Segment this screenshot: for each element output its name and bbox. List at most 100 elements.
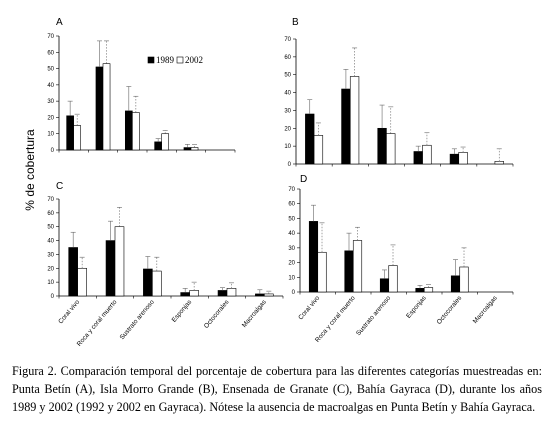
bar bbox=[458, 152, 468, 165]
bar bbox=[143, 268, 153, 297]
bar bbox=[313, 135, 324, 165]
panel-letter: C bbox=[56, 181, 63, 192]
y-tick-label: 20 bbox=[47, 266, 54, 272]
bar bbox=[308, 221, 319, 293]
y-tick-label: 60 bbox=[288, 202, 295, 208]
y-tick-label: 50 bbox=[288, 216, 295, 222]
y-tick-label: 0 bbox=[51, 294, 55, 300]
y-tick-label: 0 bbox=[288, 162, 292, 168]
bar bbox=[114, 226, 125, 297]
y-tick-label: 10 bbox=[47, 280, 54, 286]
bar bbox=[264, 293, 274, 297]
bar bbox=[132, 112, 140, 151]
y-tick-label: 20 bbox=[284, 126, 291, 132]
y-tick-label: 50 bbox=[284, 73, 291, 79]
bar bbox=[386, 133, 396, 165]
y-tick-label: 0 bbox=[292, 290, 296, 296]
bar bbox=[413, 151, 423, 165]
bar bbox=[152, 270, 162, 297]
panel-letter: A bbox=[56, 17, 63, 28]
category-label: Macroalgas bbox=[241, 298, 268, 329]
bar bbox=[73, 125, 82, 151]
bar bbox=[161, 133, 170, 151]
bar bbox=[189, 290, 199, 297]
y-tick-label: 10 bbox=[47, 132, 54, 138]
legend-swatch-1989 bbox=[147, 56, 155, 64]
y-tick-label: 30 bbox=[284, 108, 291, 114]
category-label: Coral vivo bbox=[297, 294, 321, 321]
bar bbox=[341, 88, 351, 165]
y-tick-label: 30 bbox=[47, 252, 54, 258]
bar bbox=[305, 113, 315, 165]
bar bbox=[349, 76, 360, 165]
bar bbox=[450, 275, 461, 293]
bar bbox=[66, 115, 74, 151]
panel-a: A 0 10 20 30 40 50 60 70 bbox=[47, 17, 236, 154]
bar bbox=[183, 147, 192, 151]
bar bbox=[124, 110, 133, 151]
y-tick-label: 40 bbox=[288, 231, 295, 237]
bar bbox=[415, 288, 425, 293]
panel-letter: B bbox=[292, 17, 299, 28]
figure: A010203040506070B010203040506070C0102030… bbox=[23, 17, 514, 348]
bar bbox=[105, 240, 116, 297]
category-label: Roca y coral muerto bbox=[314, 294, 357, 343]
category-label: Sustrato arenoso bbox=[119, 299, 156, 342]
legend-label-2002: 2002 bbox=[185, 55, 203, 65]
bar bbox=[317, 251, 327, 293]
bar bbox=[423, 287, 434, 293]
category-label: Sustrato arenoso bbox=[355, 295, 392, 338]
y-tick-label: 40 bbox=[47, 239, 54, 245]
bar bbox=[344, 250, 354, 293]
legend: 1989 2002 bbox=[147, 55, 203, 65]
category-label: Macroalgas bbox=[472, 294, 499, 325]
y-tick-label: 20 bbox=[47, 115, 54, 121]
category-label: Coral vivo bbox=[57, 298, 81, 325]
bar bbox=[494, 161, 504, 165]
bar bbox=[95, 66, 104, 151]
bar bbox=[377, 127, 387, 165]
y-axis-label: % de cobertura bbox=[23, 129, 37, 211]
y-tick-label: 10 bbox=[284, 144, 291, 150]
y-tick-label: 50 bbox=[47, 67, 54, 73]
bar bbox=[217, 290, 228, 297]
bar bbox=[388, 265, 398, 293]
bar bbox=[154, 141, 162, 151]
y-tick-label: 30 bbox=[288, 246, 295, 252]
figure-caption: Figura 2. Comparación temporal del porce… bbox=[12, 364, 542, 414]
bar bbox=[180, 292, 190, 297]
y-tick-label: 40 bbox=[284, 91, 291, 97]
category-label: Roca y coral muerto bbox=[76, 298, 119, 347]
legend-swatch-2002 bbox=[176, 56, 184, 64]
legend-label-1989: 1989 bbox=[156, 55, 175, 65]
category-label: Esponjas bbox=[405, 294, 428, 320]
y-tick-label: 10 bbox=[288, 275, 295, 281]
y-tick-label: 40 bbox=[47, 83, 54, 89]
y-tick-label: 50 bbox=[47, 225, 54, 231]
y-tick-label: 70 bbox=[47, 197, 54, 203]
panel-b: B 0 10 20 30 40 50 60 70 bbox=[284, 17, 514, 168]
bar bbox=[352, 240, 363, 293]
bar bbox=[102, 63, 111, 151]
bar bbox=[226, 288, 237, 297]
bar bbox=[459, 266, 469, 293]
y-tick-label: 70 bbox=[47, 34, 54, 40]
category-label: Octocorales bbox=[203, 298, 231, 330]
y-tick-label: 70 bbox=[288, 187, 295, 193]
bar bbox=[449, 153, 460, 165]
bar bbox=[77, 267, 87, 297]
bar bbox=[68, 247, 78, 297]
y-tick-label: 70 bbox=[284, 37, 291, 43]
bar bbox=[190, 147, 199, 151]
y-tick-label: 20 bbox=[288, 261, 295, 267]
y-tick-label: 30 bbox=[47, 99, 54, 105]
y-tick-label: 60 bbox=[47, 50, 54, 56]
bar bbox=[379, 278, 390, 293]
y-tick-label: 0 bbox=[51, 148, 55, 154]
category-label: Esponjas bbox=[171, 298, 194, 324]
y-tick-label: 60 bbox=[47, 211, 54, 217]
bar bbox=[255, 293, 265, 297]
y-tick-label: 60 bbox=[284, 55, 291, 61]
category-label: Octocorales bbox=[436, 294, 464, 326]
